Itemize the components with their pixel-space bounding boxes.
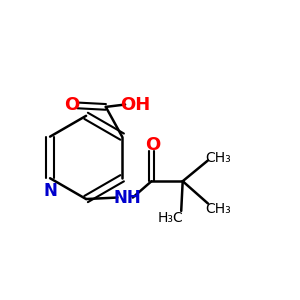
Text: O: O: [64, 96, 80, 114]
Text: O: O: [145, 136, 160, 154]
Text: H₃C: H₃C: [158, 212, 184, 225]
Text: OH: OH: [120, 95, 151, 113]
Text: CH₃: CH₃: [206, 202, 231, 216]
Text: NH: NH: [114, 189, 142, 207]
Text: CH₃: CH₃: [205, 151, 231, 165]
Text: N: N: [43, 182, 57, 200]
